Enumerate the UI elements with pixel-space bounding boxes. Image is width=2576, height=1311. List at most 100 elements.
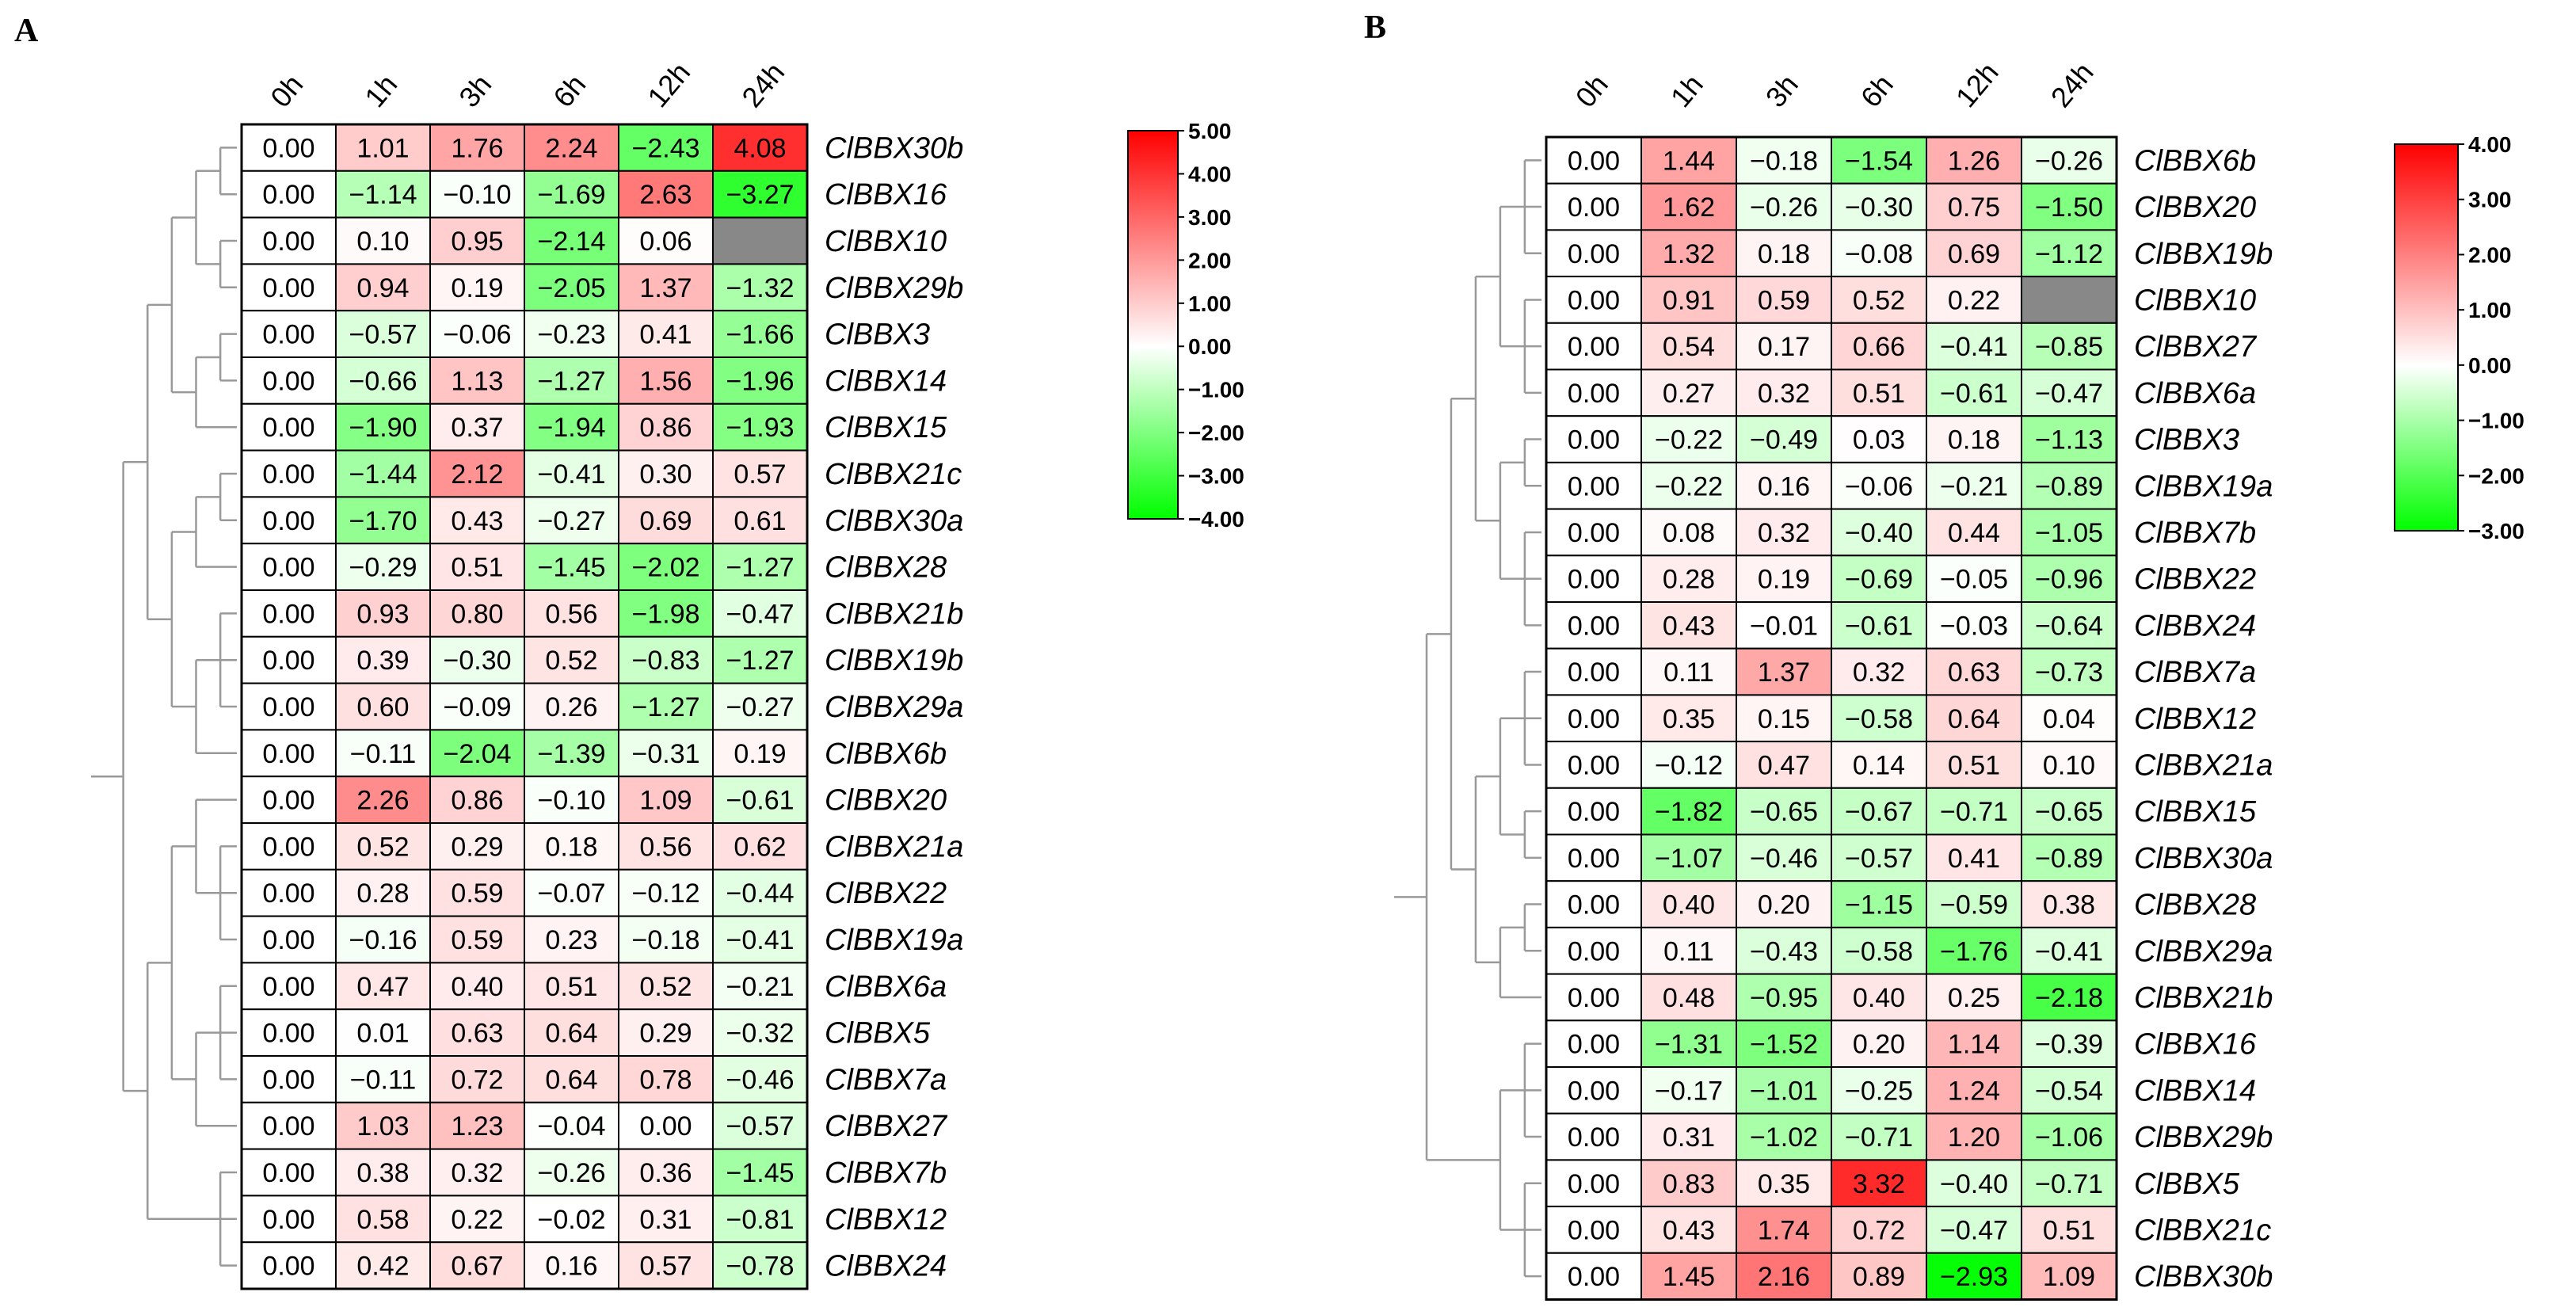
panel-b-cell-value: 0.63 <box>1948 657 2000 688</box>
panel-b-cell-value: −0.89 <box>2035 471 2103 501</box>
panel-a-cell <box>241 1148 337 1197</box>
panel-a-column-label: 6h <box>547 68 592 113</box>
panel-a-cell-value: 1.03 <box>356 1111 409 1141</box>
panel-b-cell-value: −0.61 <box>1845 611 1913 641</box>
panel-b-cell-value: −1.05 <box>2035 518 2103 548</box>
panel-a-row-label: ClBBX5 <box>825 1017 931 1050</box>
panel-a-cell-value: 0.42 <box>356 1252 409 1282</box>
panel-b-row-label: ClBBX12 <box>2134 703 2256 736</box>
panel-a-cell <box>429 496 525 545</box>
panel-b-scale-label: 0.00 <box>2468 353 2512 378</box>
panel-a-cell-value: 1.37 <box>639 273 692 303</box>
panel-a-cell <box>618 776 714 825</box>
panel-b-cell-value: −0.08 <box>1845 239 1913 269</box>
panel-a-cell <box>618 402 714 452</box>
panel-b-cell-value: −0.67 <box>1845 797 1913 827</box>
panel-b-cell-value: 0.28 <box>1663 565 1715 595</box>
panel-a-cell-value: 0.52 <box>356 832 409 862</box>
panel-a-cell-value: 0.67 <box>451 1252 503 1282</box>
panel-b-cell <box>1545 973 1642 1022</box>
panel-b-cell-value: 1.45 <box>1663 1262 1715 1292</box>
panel-b-cell-value: 0.20 <box>1853 1030 1905 1060</box>
panel-b-cell <box>1831 880 1927 928</box>
panel-b-cell-value: 0.10 <box>2043 750 2095 780</box>
panel-b-cell-value: −0.65 <box>1750 797 1818 827</box>
panel-b-cell-value: −0.57 <box>1845 844 1913 874</box>
panel-b-cell-value: 0.00 <box>1568 332 1620 362</box>
panel-b-cell-value: −1.31 <box>1655 1030 1723 1060</box>
panel-b-cell <box>1545 415 1642 463</box>
panel-b-cell-value: 0.18 <box>1758 239 1810 269</box>
panel-b-row-label: ClBBX6a <box>2134 377 2256 410</box>
panel-a-cell <box>712 543 808 592</box>
panel-b-cell-value: 0.00 <box>1568 704 1620 734</box>
panel-b-cell-value: 0.66 <box>1853 332 1905 362</box>
panel-a-cell-value: −0.29 <box>349 553 417 583</box>
panel-b-cell-value: 0.35 <box>1758 1169 1810 1199</box>
panel-a-scale-label: 4.00 <box>1188 162 1232 186</box>
panel-b-column-label: 24h <box>2044 56 2100 113</box>
panel-b-cell-value: 0.40 <box>1663 890 1715 920</box>
panel-b-cell-value: −1.76 <box>1940 936 2008 966</box>
panel-b-cell-value: −0.73 <box>2035 657 2103 688</box>
panel-a-cell-value: 0.00 <box>262 1205 314 1235</box>
panel-b-cell-value: −1.54 <box>1845 146 1913 176</box>
panel-a-cell-value: 0.00 <box>262 1158 314 1188</box>
panel-b-cell <box>2021 601 2117 650</box>
panel-a-cell-value: 0.00 <box>262 506 314 536</box>
panel-a-cell-value: −0.16 <box>349 925 417 955</box>
panel-a-cell <box>335 822 431 871</box>
panel-a-cell-value: 1.76 <box>451 133 503 163</box>
panel-b-cell <box>1640 1066 1737 1115</box>
panel-a-cell-value: −0.10 <box>443 180 511 210</box>
panel-a-cell <box>618 1055 714 1103</box>
panel-b-cell-value: 0.51 <box>1853 379 1905 409</box>
panel-a-cell-value: 0.00 <box>262 972 314 1002</box>
panel-b-cell-value: −0.58 <box>1845 936 1913 966</box>
panel-a-row-label: ClBBX6a <box>825 970 947 1004</box>
panel-a-cell-value: 0.51 <box>545 972 597 1002</box>
panel-a-cell <box>618 1241 714 1290</box>
panel-a-cell <box>335 868 431 917</box>
panel-b-cell-value: 0.91 <box>1663 285 1715 315</box>
panel-a-cell <box>524 868 619 917</box>
panel-a-cell-value: −1.14 <box>349 180 417 210</box>
panel-b-cell-value: 0.69 <box>1948 239 2000 269</box>
panel-b-cell-value: 0.20 <box>1758 890 1810 920</box>
panel-b-cell-value: −1.07 <box>1655 844 1723 874</box>
panel-b-cell <box>1831 647 1927 696</box>
panel-b-cell-value: 0.00 <box>1568 1262 1620 1292</box>
panel-a-cell-value: −0.61 <box>726 786 794 816</box>
panel-b-cell <box>1831 276 1927 324</box>
panel-a-cell-value: 0.40 <box>451 972 503 1002</box>
panel-a-row-label: ClBBX12 <box>825 1203 947 1237</box>
panel-b-cell-value: −0.46 <box>1750 844 1818 874</box>
panel-a-cell-value: −0.41 <box>726 925 794 955</box>
panel-b-cell-value: 0.15 <box>1758 704 1810 734</box>
panel-a-cell-value: 1.13 <box>451 366 503 396</box>
panel-a-cell-value: 0.10 <box>356 227 409 257</box>
panel-a-cell <box>712 822 808 871</box>
panel-b-cell-value: 0.00 <box>1568 750 1620 780</box>
panel-a-cell <box>429 915 525 964</box>
panel-a-cell <box>524 310 619 359</box>
panel-b-cell <box>2021 647 2117 696</box>
panel-b-cell <box>1736 973 1832 1022</box>
panel-a-cell-value: 1.23 <box>451 1111 503 1141</box>
panel-b-cell-value: −1.12 <box>2035 239 2103 269</box>
panel-a-cell-value: 0.00 <box>262 692 314 722</box>
panel-b-cell-value: 0.00 <box>1568 844 1620 874</box>
panel-a-cell-value: −0.11 <box>350 739 417 769</box>
panel-a-scale-label: −4.00 <box>1188 507 1244 532</box>
panel-b-cell <box>1926 833 2022 882</box>
panel-a-cell <box>524 915 619 964</box>
panel-a-cell <box>429 1101 525 1150</box>
panel-b-cell-value: −0.12 <box>1655 750 1723 780</box>
panel-b-cell-value: −0.41 <box>2035 936 2103 966</box>
panel-a-cell-value: 0.01 <box>356 1019 409 1049</box>
panel-a-cell-value: 0.29 <box>451 832 503 862</box>
panel-b-cell <box>2021 694 2117 743</box>
panel-a-cell-value: 0.59 <box>451 925 503 955</box>
panel-a-cell-value: −0.78 <box>726 1252 794 1282</box>
